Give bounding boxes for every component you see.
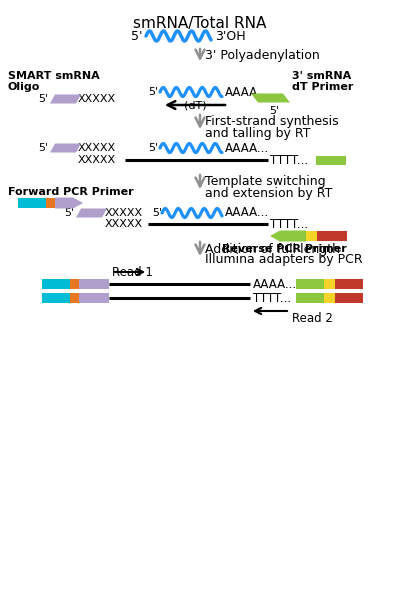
Text: XXXXX: XXXXX xyxy=(105,208,143,218)
Bar xyxy=(79,293,109,303)
Text: smRNA/Total RNA: smRNA/Total RNA xyxy=(133,16,267,31)
Bar xyxy=(324,279,335,289)
Text: Oligo: Oligo xyxy=(8,82,40,92)
Text: XXXXX: XXXXX xyxy=(105,219,143,229)
Bar xyxy=(296,293,324,303)
Text: Template switching: Template switching xyxy=(205,176,326,188)
Text: 5': 5' xyxy=(38,143,48,153)
Bar xyxy=(324,293,335,303)
Bar xyxy=(46,198,55,208)
Text: TTTT...: TTTT... xyxy=(253,292,291,304)
Text: TTTT...: TTTT... xyxy=(270,217,308,231)
Text: Read 2: Read 2 xyxy=(292,312,333,326)
Bar xyxy=(18,198,46,208)
Bar xyxy=(335,279,363,289)
Bar xyxy=(79,279,109,289)
Text: 5': 5' xyxy=(38,94,48,104)
Text: AAAA...: AAAA... xyxy=(225,141,269,155)
Text: AAAA...: AAAA... xyxy=(225,86,269,98)
Polygon shape xyxy=(251,94,290,103)
Text: dT Primer: dT Primer xyxy=(292,82,353,92)
Text: 5': 5' xyxy=(130,30,142,42)
Text: 5': 5' xyxy=(152,208,162,218)
Text: 5': 5' xyxy=(64,208,74,218)
Text: AAAA...: AAAA... xyxy=(253,277,297,291)
Text: XXXXX: XXXXX xyxy=(78,155,116,165)
Text: First-strand synthesis: First-strand synthesis xyxy=(205,115,339,129)
Bar xyxy=(335,293,363,303)
Text: 5': 5' xyxy=(148,143,158,153)
Text: 5': 5' xyxy=(269,106,279,116)
Text: 5': 5' xyxy=(148,87,158,97)
Text: Reverse PCR Primer: Reverse PCR Primer xyxy=(222,244,347,254)
Text: TTTT...: TTTT... xyxy=(270,153,308,167)
Polygon shape xyxy=(55,198,83,208)
Polygon shape xyxy=(50,144,81,152)
Text: 3' smRNA: 3' smRNA xyxy=(292,71,351,81)
Text: 3' Polyadenylation: 3' Polyadenylation xyxy=(205,48,320,62)
Bar xyxy=(70,293,79,303)
Bar xyxy=(306,231,317,241)
Polygon shape xyxy=(270,231,306,242)
Bar xyxy=(42,279,70,289)
Bar xyxy=(317,231,347,241)
Text: (dT): (dT) xyxy=(184,100,206,110)
Text: 3'OH: 3'OH xyxy=(215,30,246,42)
Bar xyxy=(70,279,79,289)
Bar xyxy=(316,155,346,164)
Text: XXXXX: XXXXX xyxy=(78,94,116,104)
Polygon shape xyxy=(50,94,81,103)
Text: SMART smRNA: SMART smRNA xyxy=(8,71,100,81)
Text: Read 1: Read 1 xyxy=(112,266,153,278)
Text: AAAA...: AAAA... xyxy=(225,207,269,219)
Bar xyxy=(42,293,70,303)
Text: and talling by RT: and talling by RT xyxy=(205,126,310,140)
Text: Addition of full length: Addition of full length xyxy=(205,242,340,255)
Text: and extension by RT: and extension by RT xyxy=(205,187,332,199)
Text: Illumina adapters by PCR: Illumina adapters by PCR xyxy=(205,254,363,266)
Text: XXXXX: XXXXX xyxy=(78,143,116,153)
Text: Forward PCR Primer: Forward PCR Primer xyxy=(8,187,134,197)
Polygon shape xyxy=(76,208,107,217)
Bar xyxy=(296,279,324,289)
